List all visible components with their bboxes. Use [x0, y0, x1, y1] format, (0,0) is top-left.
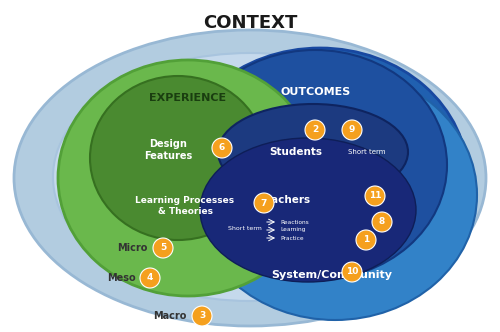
Circle shape — [365, 186, 385, 206]
Text: 7: 7 — [261, 199, 267, 208]
Ellipse shape — [183, 50, 447, 280]
Text: Students: Students — [270, 147, 322, 157]
Circle shape — [192, 306, 212, 326]
Text: Learning: Learning — [280, 227, 305, 232]
Ellipse shape — [200, 138, 416, 282]
Text: 4: 4 — [147, 274, 153, 283]
Text: OUTCOMES: OUTCOMES — [281, 87, 351, 97]
Text: Teachers: Teachers — [259, 195, 311, 205]
Ellipse shape — [172, 48, 468, 308]
Text: Practice: Practice — [280, 235, 303, 240]
Circle shape — [342, 262, 362, 282]
Text: CONTEXT: CONTEXT — [203, 14, 297, 32]
Text: Short term: Short term — [348, 149, 386, 155]
Circle shape — [254, 193, 274, 213]
Text: EXPERIENCE: EXPERIENCE — [150, 93, 226, 103]
Text: Meso: Meso — [108, 273, 136, 283]
Text: 6: 6 — [219, 143, 225, 152]
Ellipse shape — [14, 30, 486, 326]
Text: 3: 3 — [199, 311, 205, 320]
Ellipse shape — [58, 60, 318, 296]
Text: 10: 10 — [346, 268, 358, 277]
Text: 1: 1 — [363, 235, 369, 244]
Text: 2: 2 — [312, 125, 318, 134]
Text: System/Community: System/Community — [272, 270, 392, 280]
Text: Design
Features: Design Features — [144, 139, 192, 161]
Text: Learning Processes
& Theories: Learning Processes & Theories — [136, 196, 234, 216]
Text: Reactions: Reactions — [280, 219, 309, 224]
Ellipse shape — [90, 76, 266, 240]
Text: Micro: Micro — [118, 243, 148, 253]
Circle shape — [342, 120, 362, 140]
Ellipse shape — [193, 70, 477, 320]
Text: 8: 8 — [379, 217, 385, 226]
Circle shape — [305, 120, 325, 140]
Text: 9: 9 — [349, 125, 355, 134]
Text: Macro: Macro — [152, 311, 186, 321]
Circle shape — [153, 238, 173, 258]
Text: 5: 5 — [160, 243, 166, 253]
Circle shape — [372, 212, 392, 232]
Ellipse shape — [218, 104, 408, 200]
Circle shape — [212, 138, 232, 158]
Circle shape — [356, 230, 376, 250]
Text: 11: 11 — [369, 192, 382, 201]
Ellipse shape — [90, 75, 400, 275]
Ellipse shape — [53, 53, 447, 301]
Text: Short term: Short term — [228, 225, 262, 230]
Circle shape — [140, 268, 160, 288]
